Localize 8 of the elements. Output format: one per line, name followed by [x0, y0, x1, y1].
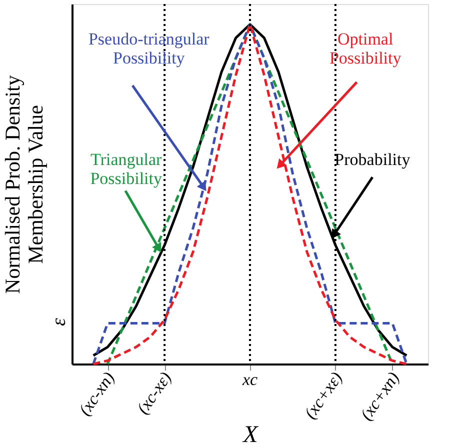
x-tick-label: xc: [241, 370, 258, 389]
text: ε: [48, 318, 70, 326]
text: Optimal Possibility: [329, 30, 402, 68]
y-axis-title: Normalised Prob. Density Membership Value: [0, 74, 48, 294]
series-label: Probability: [334, 150, 411, 170]
series-label: Pseudo-triangular Possibility: [88, 30, 210, 68]
x-axis-title: X: [242, 422, 260, 446]
series-label: Triangular Possibility: [90, 150, 163, 188]
